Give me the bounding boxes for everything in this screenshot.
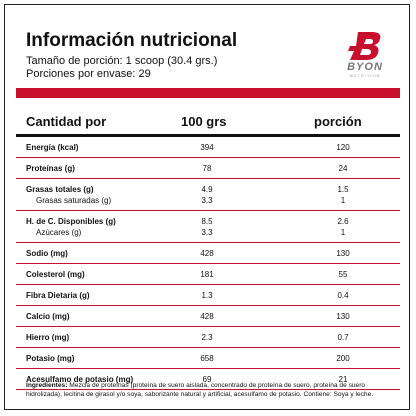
row-label: Energía (kcal) [26,142,79,152]
row-group: Grasas totales (g) 4.9 1.5 Grasas saturadas… [16,179,400,211]
row-label: Azúcares (g) [36,227,82,237]
row-value: 658 [200,353,214,363]
row-value: 1 [340,227,346,237]
row-value: 428 [200,248,214,258]
row-value: 1 [340,195,346,205]
row-group: H. de C. Disponibles (g) 8.5 2.6 Azúcares (… [16,211,400,243]
ingredients: Ingredientes: Mezcla de proteínas (prote… [26,381,394,399]
frame [4,4,410,410]
row-value: 24 [338,163,348,173]
row-value: 55 [338,269,348,279]
row-value: 3.3 [201,227,213,237]
row-value: 200 [336,353,350,363]
row-value: 21 [338,374,348,384]
row-value: 181 [200,269,214,279]
servings: Porciones por envase: 29 [26,68,151,80]
row-value: 3.3 [201,195,213,205]
row-value: 0.4 [337,290,349,300]
row: Sodio (mg) 428 130 [16,248,400,259]
row-value: 69 [202,374,212,384]
logo: BYON NUTRITION [347,32,383,78]
row-label: Grasas saturadas (g) [36,195,112,205]
row-value: 428 [200,311,214,321]
red-bar [16,88,400,98]
row: Energía (kcal) 394 120 [16,142,400,153]
row: Colesterol (mg) 181 55 [16,269,400,280]
row-label: Calcio (mg) [26,311,70,321]
row: Hierro (mg) 2.3 0.7 [16,332,400,343]
row: Potasio (mg) 658 200 [16,353,400,364]
row: Grasas totales (g) 4.9 1.5 [16,184,400,195]
row-group: Colesterol (mg) 181 55 [16,264,400,285]
row-label: Acesulfamo de potasio (mg) [26,374,134,384]
table-body: Energía (kcal) 394 120 Proteínas (g) 78 24 Gra… [16,137,400,390]
column-header: porción [314,114,362,129]
column-header: 100 grs [181,114,227,129]
row-value: 1.3 [201,290,213,300]
row-value: 78 [202,163,212,173]
row-value: 130 [336,311,350,321]
row-value: 1.5 [337,184,349,194]
row-group: Calcio (mg) 428 130 [16,306,400,327]
row-value: 2.3 [201,332,213,342]
row-group: Proteínas (g) 78 24 [16,158,400,179]
row-label: Grasas totales (g) [26,184,94,194]
row-value: 4.9 [201,184,213,194]
brand-sub: NUTRITION [350,73,381,78]
column-header: Cantidad por [26,114,107,129]
row-value: 394 [200,142,214,152]
row-value: 0.7 [337,332,349,342]
row-group: Hierro (mg) 2.3 0.7 [16,327,400,348]
row-value: 130 [336,248,350,258]
serving-size: Tamaño de porción: 1 scoop (30.4 grs.) [26,55,218,67]
logo-mark [348,32,381,60]
row-group: Potasio (mg) 658 200 [16,348,400,369]
row: Azúcares (g) 3.3 1 [16,227,400,238]
row: Proteínas (g) 78 24 [16,163,400,174]
row-label: Proteínas (g) [26,163,75,173]
row-group: Energía (kcal) 394 120 [16,137,400,158]
row-label: H. de C. Disponibles (g) [26,216,116,226]
row: Calcio (mg) 428 130 [16,311,400,322]
ingredients-text: Mezcla de proteínas (proteína de suero a… [26,382,374,398]
title: Información nutricional [26,30,238,51]
row: Acesulfamo de potasio (mg) 69 21 [16,374,400,385]
row: Fibra Dietaria (g) 1.3 0.4 [16,290,400,301]
row-label: Fibra Dietaria (g) [26,290,90,300]
row-label: Colesterol (mg) [26,269,85,279]
row-group: Acesulfamo de potasio (mg) 69 21 [16,369,400,390]
row-label: Sodio (mg) [26,248,68,258]
row-value: 8.5 [201,216,213,226]
row-label: Potasio (mg) [26,353,75,363]
row-group: Fibra Dietaria (g) 1.3 0.4 [16,285,400,306]
row-value: 2.6 [337,216,349,226]
table-header: Cantidad por 100 grs porción [16,110,400,137]
ingredients-label: Ingredientes: [26,382,68,389]
row-label: Hierro (mg) [26,332,70,342]
row-group: Sodio (mg) 428 130 [16,243,400,264]
row: Grasas saturadas (g) 3.3 1 [16,195,400,206]
brand-name: BYON [347,61,383,73]
row-value: 120 [336,142,350,152]
row: H. de C. Disponibles (g) 8.5 2.6 [16,216,400,227]
